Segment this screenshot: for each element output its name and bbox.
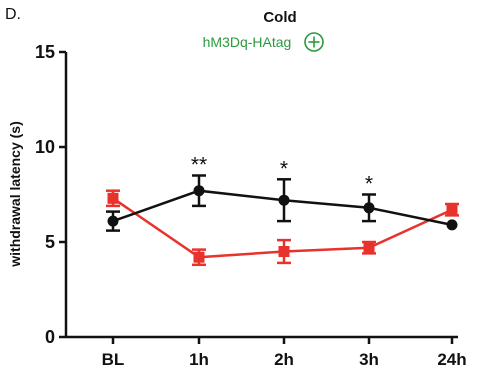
data-point	[193, 251, 205, 263]
x-tick-label: 1h	[189, 350, 209, 369]
data-point	[193, 185, 205, 197]
y-tick-label: 5	[45, 232, 55, 252]
x-tick-label: BL	[102, 350, 125, 369]
x-tick-label: 3h	[359, 350, 379, 369]
circled-plus-icon	[304, 32, 324, 52]
data-point	[278, 194, 290, 206]
y-axis-label: withdrawal latency (s)	[7, 121, 23, 267]
x-tick-label: 2h	[274, 350, 294, 369]
data-point	[107, 215, 119, 227]
panel-label: D.	[5, 6, 21, 23]
data-point	[107, 192, 119, 204]
significance-annotation: **	[191, 154, 207, 177]
significance-annotation: *	[280, 157, 288, 180]
data-point	[363, 242, 375, 254]
chart-subtitle: hM3Dq-HAtag	[203, 34, 292, 50]
y-tick-label: 10	[35, 137, 55, 157]
data-point	[363, 202, 375, 214]
chart-title: Cold	[263, 9, 296, 26]
y-tick-label: 15	[35, 42, 55, 62]
series-red	[106, 189, 459, 267]
x-tick-label: 24h	[437, 350, 466, 369]
y-tick-label: 0	[45, 327, 55, 347]
data-point	[446, 219, 458, 231]
series-black	[106, 174, 458, 232]
significance-annotation: *	[365, 173, 373, 196]
data-point	[446, 204, 458, 216]
data-point	[278, 246, 290, 257]
